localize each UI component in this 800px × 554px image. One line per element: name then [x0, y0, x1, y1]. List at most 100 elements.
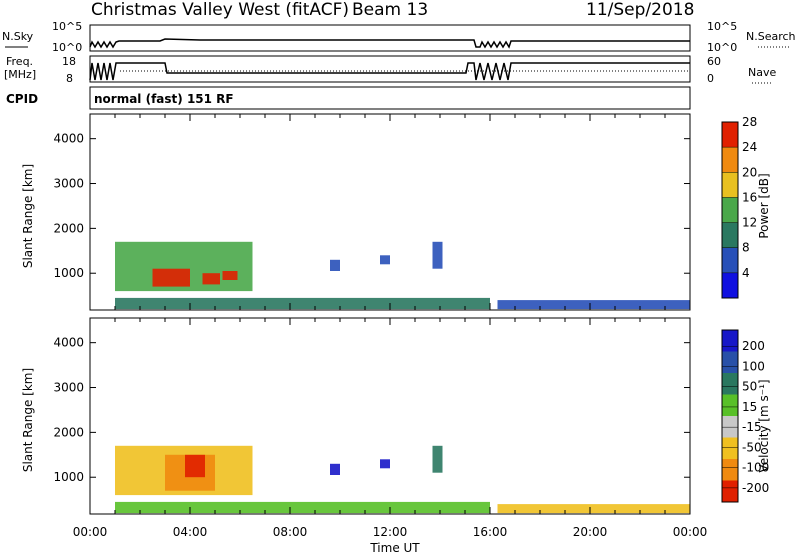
power-region — [202, 273, 220, 285]
x-tick-label: 00:00 — [73, 525, 108, 539]
velocity-colorbar-swatch — [722, 394, 738, 416]
freq-frame — [89, 55, 691, 83]
nsky-label: N.Sky — [2, 30, 34, 43]
power-region — [432, 241, 443, 269]
y-tick-label: 1000 — [53, 266, 84, 280]
velocity-region — [432, 445, 443, 473]
y-tick-label: 2000 — [53, 425, 84, 439]
velocity-ylabel: Slant Range [km] — [21, 368, 35, 472]
velocity-data — [115, 445, 690, 514]
power-y-axis: 1000 2000 3000 4000 — [53, 132, 690, 280]
velocity-colorbar-label: Velocity [m s⁻¹] — [757, 379, 771, 472]
nsky-frame — [89, 24, 691, 52]
colorbar-tick-label: 16 — [742, 190, 757, 204]
freq-trace — [89, 62, 690, 81]
freq-tick-bottom: 8 — [66, 72, 73, 85]
colorbar-tick-label: 200 — [742, 339, 765, 353]
y-tick-label: 2000 — [53, 221, 84, 235]
y-tick-label: 4000 — [53, 132, 84, 146]
cpid-panel: CPID normal (fast) 151 RF — [6, 86, 691, 110]
beam-label: Beam 13 — [352, 0, 428, 20]
velocity-panel: 1000 2000 3000 4000 Slant Range [km] 200 100… — [21, 317, 771, 515]
power-colorbar-swatch — [722, 197, 738, 223]
cpid-frame — [89, 86, 691, 110]
power-colorbar: 4 8 12 16 20 24 28 — [721, 115, 757, 299]
velocity-colorbar-swatch — [722, 459, 738, 481]
power-region — [152, 268, 190, 287]
colorbar-tick-label: -200 — [742, 481, 769, 495]
freq-label-top: Freq. — [6, 55, 33, 68]
power-panel: 1000 2000 3000 4000 Slant Range [km] 4 8 12 16… — [21, 113, 771, 311]
cpid-text: normal (fast) 151 RF — [94, 92, 234, 106]
nave-tick-bottom: 0 — [707, 72, 714, 85]
cpid-label: CPID — [6, 92, 38, 106]
freq-tick-top: 18 — [62, 55, 76, 68]
y-tick-label: 4000 — [53, 336, 84, 350]
velocity-colorbar-swatch — [722, 351, 738, 373]
velocity-region — [497, 504, 690, 514]
velocity-colorbar-swatch — [722, 437, 738, 459]
freq-label-bottom: [MHz] — [4, 68, 36, 81]
velocity-region — [185, 454, 205, 478]
nsky-panel: N.Sky 10^5 10^0 10^5 10^0 N.Search — [2, 20, 796, 54]
power-region — [115, 297, 490, 310]
nsearch-tick-top: 10^5 — [707, 20, 737, 33]
power-colorbar-swatch — [722, 147, 738, 173]
x-tick-label: 16:00 — [473, 525, 508, 539]
x-tick-label: 20:00 — [573, 525, 608, 539]
station-title: Christmas Valley West (fitACF) — [91, 0, 349, 20]
colorbar-tick-label: 50 — [742, 380, 757, 394]
velocity-region — [380, 459, 390, 469]
x-tick-label: 08:00 — [273, 525, 308, 539]
colorbar-tick-label: 100 — [742, 359, 765, 373]
velocity-x-axis — [89, 318, 691, 514]
velocity-colorbar-frame — [721, 329, 739, 503]
date-label: 11/Sep/2018 — [586, 0, 694, 20]
velocity-y-axis: 1000 2000 3000 4000 — [53, 336, 690, 484]
nsearch-tick-bottom: 10^0 — [707, 41, 737, 54]
power-data — [115, 241, 690, 310]
colorbar-tick-label: 8 — [742, 241, 750, 255]
colorbar-tick-label: 4 — [742, 266, 750, 280]
colorbar-tick-label: 28 — [742, 115, 757, 129]
nave-label: Nave — [748, 66, 776, 79]
velocity-colorbar-swatch — [722, 373, 738, 395]
power-colorbar-swatch — [722, 172, 738, 198]
y-tick-label: 1000 — [53, 470, 84, 484]
colorbar-tick-label: 12 — [742, 216, 757, 230]
time-axis-title: Time UT — [369, 541, 420, 554]
x-tick-label: 00:00 — [673, 525, 708, 539]
velocity-colorbar-swatch — [722, 330, 738, 352]
colorbar-tick-label: 24 — [742, 140, 757, 154]
nsearch-label: N.Search — [746, 30, 796, 43]
nsky-tick-top: 10^5 — [52, 20, 82, 33]
colorbar-tick-label: 20 — [742, 165, 757, 179]
power-colorbar-swatch — [722, 122, 738, 148]
power-region — [222, 271, 238, 280]
colorbar-tick-label: -100 — [742, 461, 769, 475]
nave-tick-top: 60 — [707, 55, 721, 68]
nsky-tick-bottom: 10^0 — [52, 41, 82, 54]
power-ylabel: Slant Range [km] — [21, 164, 35, 268]
freq-panel: Freq. [MHz] 18 8 60 0 Nave — [4, 55, 776, 85]
power-colorbar-swatch — [722, 272, 738, 298]
x-tick-label: 12:00 — [373, 525, 408, 539]
colorbar-tick-label: -15 — [742, 420, 762, 434]
velocity-region — [330, 463, 340, 475]
velocity-colorbar-swatch — [722, 416, 738, 438]
nsky-trace — [89, 38, 690, 49]
power-colorbar-swatch — [722, 247, 738, 273]
power-colorbar-label: Power [dB] — [757, 173, 771, 238]
power-region — [330, 259, 340, 271]
velocity-colorbar: 200 100 50 15 -15 -50 -100 -200 — [721, 329, 769, 503]
power-region — [380, 255, 390, 265]
velocity-colorbar-swatch — [722, 480, 738, 502]
colorbar-tick-label: 15 — [742, 400, 757, 414]
x-tick-label: 04:00 — [173, 525, 208, 539]
colorbar-tick-label: -50 — [742, 440, 762, 454]
power-region — [497, 300, 690, 310]
velocity-region — [115, 501, 490, 514]
power-x-axis — [89, 114, 691, 310]
y-tick-label: 3000 — [53, 381, 84, 395]
